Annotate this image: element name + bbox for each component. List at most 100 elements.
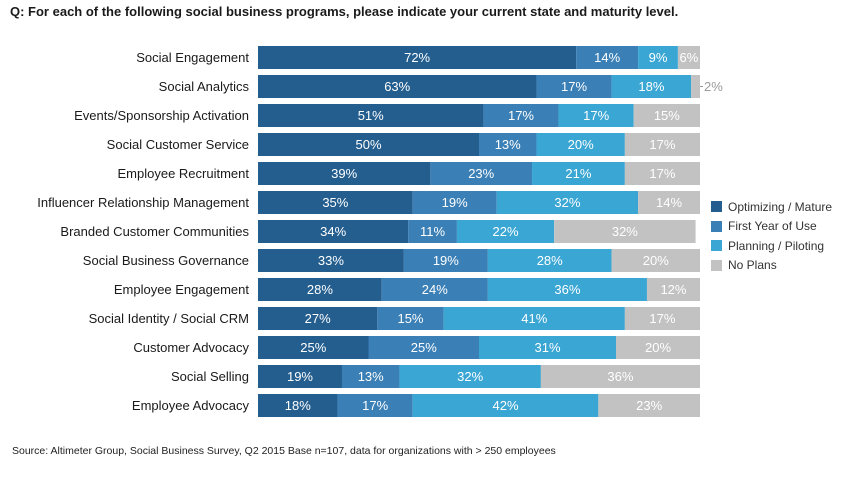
bar-segment (638, 191, 700, 214)
category-label: Social Identity / Social CRM (89, 311, 249, 326)
data-label: 19% (433, 253, 459, 268)
bar-segment (483, 104, 559, 127)
bar-segment (258, 249, 404, 272)
bar-segment (258, 75, 537, 98)
data-label: 15% (397, 311, 423, 326)
legend-label-optimizing: Optimizing / Mature (728, 199, 833, 214)
bar-segment (616, 336, 700, 359)
bar-segment (487, 278, 647, 301)
bar-segment (337, 394, 413, 417)
bar-segment (399, 365, 541, 388)
data-label: 36% (607, 369, 633, 384)
legend-item-optimizing: Optimizing / Mature (711, 197, 832, 217)
bar-segment (258, 394, 338, 417)
bar-segment (258, 104, 484, 127)
legend-label-planning: Planning / Piloting (728, 238, 825, 253)
bar-segment (536, 133, 625, 156)
category-label: Employee Recruitment (118, 166, 250, 181)
data-label: 17% (508, 108, 534, 123)
data-label: 39% (331, 166, 357, 181)
category-label: Employee Advocacy (132, 398, 250, 413)
data-label: 18% (638, 79, 664, 94)
category-label: Branded Customer Communities (60, 224, 249, 239)
bar-segment (536, 75, 612, 98)
data-label: 18% (285, 398, 311, 413)
bar-segment (554, 220, 696, 243)
data-label: 35% (322, 195, 348, 210)
bar-segment (598, 394, 700, 417)
data-label: 23% (636, 398, 662, 413)
data-label: 23% (468, 166, 494, 181)
bar-segment (258, 336, 369, 359)
bar-segment (611, 75, 692, 98)
bar-segment (258, 46, 577, 69)
data-label: 24% (422, 282, 448, 297)
bar-segment (377, 307, 444, 330)
chart-legend: Optimizing / Mature First Year of Use Pl… (711, 197, 832, 275)
data-label: 13% (495, 137, 521, 152)
bar-segment (479, 336, 617, 359)
data-label: 31% (534, 340, 560, 355)
data-label: 12% (660, 282, 686, 297)
category-label: Social Selling (171, 369, 249, 384)
data-label: 20% (568, 137, 594, 152)
bar-segment (258, 307, 378, 330)
data-label: 34% (320, 224, 346, 239)
legend-swatch-no-plans (711, 259, 722, 271)
data-label: 72% (404, 50, 430, 65)
source-note: Source: Altimeter Group, Social Business… (12, 445, 556, 457)
data-label: 6% (680, 50, 699, 65)
data-label: 25% (300, 340, 326, 355)
data-label: 2% (704, 79, 723, 94)
bar-segment (532, 162, 625, 185)
bar-segment (381, 278, 488, 301)
bar-segment (691, 75, 700, 98)
category-label: Social Engagement (136, 50, 249, 65)
data-label: 20% (645, 340, 671, 355)
question-text: Q: For each of the following social busi… (10, 4, 679, 19)
data-label: 19% (442, 195, 468, 210)
data-label: 9% (649, 50, 668, 65)
legend-label-first-year: First Year of Use (728, 219, 817, 234)
data-label: 17% (362, 398, 388, 413)
bar-segment (576, 46, 639, 69)
data-label: 28% (307, 282, 333, 297)
category-label: Events/Sponsorship Activation (74, 108, 249, 123)
data-label: 28% (537, 253, 563, 268)
bar-segment (443, 307, 625, 330)
data-label: 25% (411, 340, 437, 355)
category-label: Social Business Governance (83, 253, 249, 268)
bar-segment (624, 162, 700, 185)
data-label: 20% (643, 253, 669, 268)
bar-segment (540, 365, 700, 388)
data-label: 21% (565, 166, 591, 181)
legend-item-planning: Planning / Piloting (711, 236, 832, 256)
legend-swatch-planning (711, 240, 722, 252)
data-label: 17% (649, 166, 675, 181)
bar-segment (258, 365, 342, 388)
legend-label-no-plans: No Plans (728, 258, 777, 273)
data-label: 36% (554, 282, 580, 297)
bar-segment (408, 220, 457, 243)
data-label: 17% (583, 108, 609, 123)
bar-segment (558, 104, 634, 127)
bar-segment (611, 249, 700, 272)
bar-segment (487, 249, 612, 272)
bar-segment (258, 278, 382, 301)
bar-segment (479, 133, 537, 156)
category-label: Influencer Relationship Management (37, 195, 249, 210)
data-label: 17% (561, 79, 587, 94)
data-label: 63% (384, 79, 410, 94)
data-label: 11% (420, 224, 445, 239)
bar-segment (258, 191, 413, 214)
category-label: Social Analytics (159, 79, 250, 94)
category-label: Customer Advocacy (133, 340, 249, 355)
bar-segment (677, 46, 700, 69)
data-label: 50% (355, 137, 381, 152)
data-label: 22% (493, 224, 519, 239)
data-label: 19% (287, 369, 313, 384)
data-label: 41% (521, 311, 547, 326)
bar-segment (258, 162, 431, 185)
data-label: 14% (656, 195, 682, 210)
data-label: 17% (649, 137, 675, 152)
